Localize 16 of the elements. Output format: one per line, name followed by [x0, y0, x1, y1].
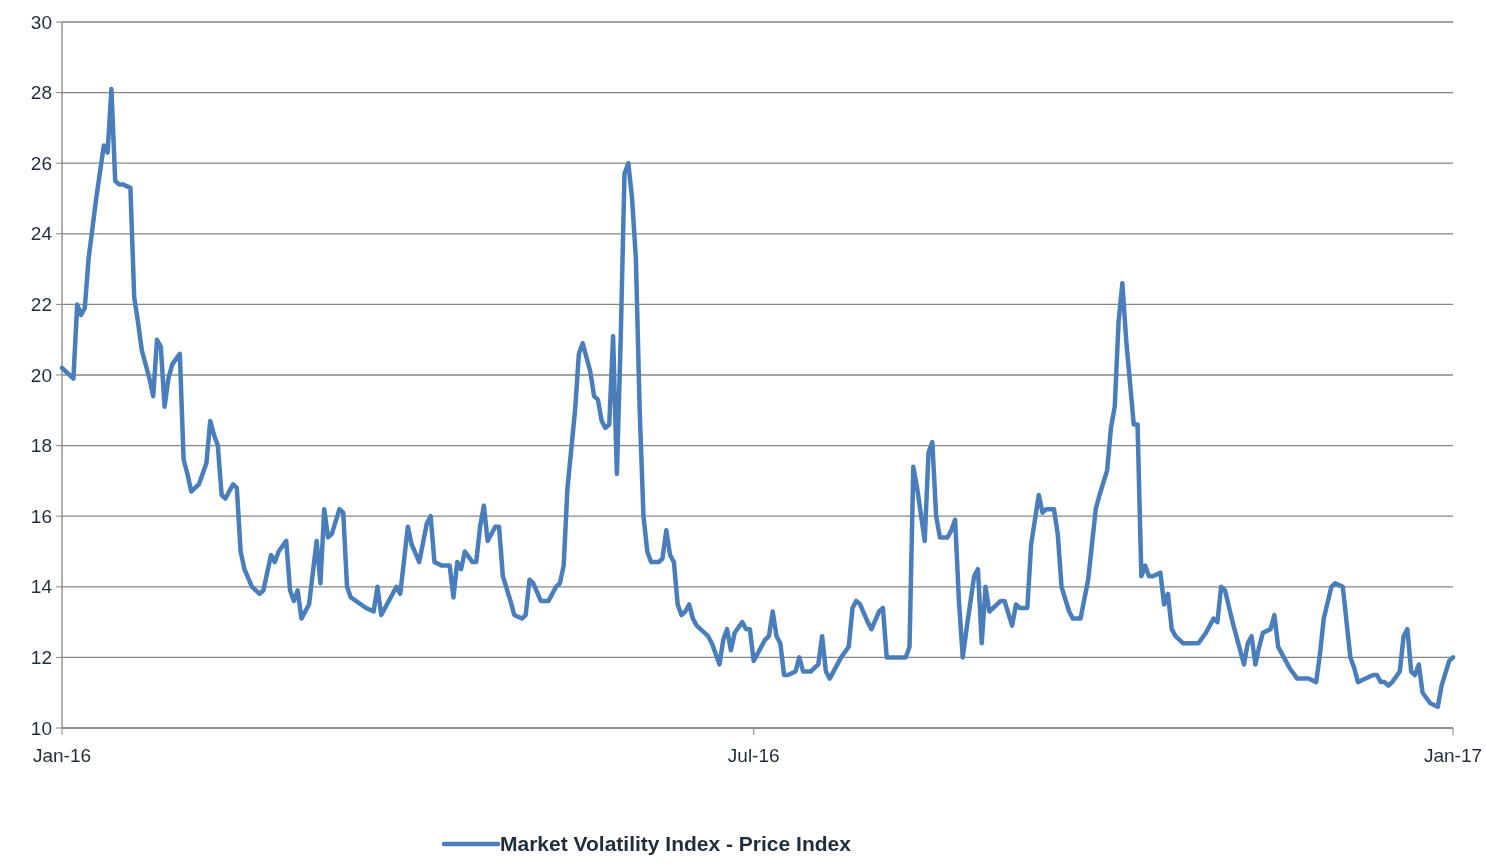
y-tick-label: 30 [30, 11, 52, 33]
y-tick-label: 18 [30, 435, 52, 457]
y-tick-label: 28 [30, 82, 52, 104]
y-tick-label: 26 [30, 152, 52, 174]
y-tick-label: 16 [30, 505, 52, 527]
legend-label: Market Volatility Index - Price Index [500, 832, 852, 855]
x-tick-label: Jan-17 [1423, 745, 1483, 766]
x-tick-label: Jul-16 [727, 745, 780, 766]
line-series [59, 86, 1456, 710]
y-tick-label: 14 [30, 576, 53, 598]
y-tick-label: 12 [30, 647, 52, 669]
y-tick-label: 24 [30, 223, 53, 245]
y-tick-label: 10 [30, 717, 52, 739]
x-tick-label: Jan-16 [32, 745, 92, 766]
y-tick-label: 22 [30, 294, 52, 316]
y-tick-label: 20 [30, 364, 52, 386]
